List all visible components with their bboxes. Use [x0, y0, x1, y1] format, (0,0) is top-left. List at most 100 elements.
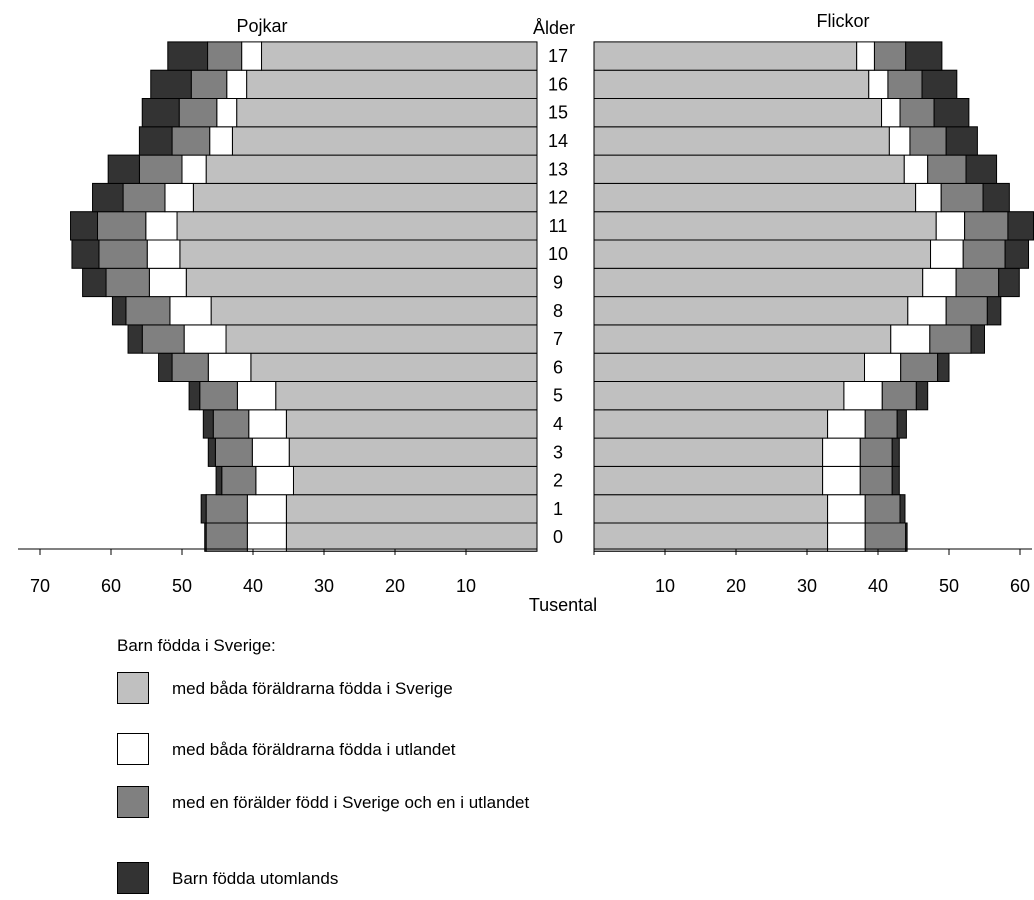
- bar-girls-age-6-both-parents-abroad: [864, 352, 902, 383]
- bar-girls-age-4-one-parent-abroad: [864, 409, 898, 439]
- bar-boys-age-12-one-parent-abroad: [122, 182, 166, 213]
- left-tick-label-70: 70: [30, 576, 50, 596]
- bar-girls-age-13-born-abroad: [965, 154, 998, 184]
- bar-girls-age-15-one-parent-abroad: [899, 98, 935, 128]
- bar-girls-age-11-born-sweden-both-parents-sweden: [593, 211, 937, 241]
- bar-boys-age-13-born-sweden-both-parents-sweden: [205, 154, 538, 184]
- bar-boys-age-2-born-sweden-both-parents-sweden: [292, 465, 538, 496]
- right-tick-label-30: 30: [797, 576, 817, 596]
- bar-girls-age-15-both-parents-abroad: [881, 98, 901, 128]
- bar-girls-age-9-both-parents-abroad: [922, 267, 957, 298]
- bar-boys-age-9-both-parents-abroad: [148, 267, 187, 298]
- bar-boys-age-14-both-parents-abroad: [209, 126, 233, 156]
- bar-boys-age-1-both-parents-abroad: [246, 494, 287, 524]
- age-label-17: 17: [548, 46, 568, 66]
- right-tick-label-20: 20: [726, 576, 746, 596]
- bar-girls-age-17-both-parents-abroad: [856, 41, 875, 71]
- bar-girls-age-7-both-parents-abroad: [890, 324, 931, 354]
- bar-boys-age-6-born-abroad: [158, 352, 173, 383]
- bar-boys-age-3-one-parent-abroad: [214, 437, 253, 467]
- left-tick-label-20: 20: [385, 576, 405, 596]
- bar-girls-age-12-born-sweden-both-parents-sweden: [593, 182, 917, 213]
- bar-boys-age-4-born-sweden-both-parents-sweden: [285, 409, 538, 439]
- age-label-16: 16: [548, 74, 568, 94]
- bar-boys-age-5-born-abroad: [188, 381, 201, 411]
- bar-boys-age-13-one-parent-abroad: [138, 154, 183, 184]
- age-axis-title: Ålder: [533, 18, 575, 38]
- age-label-3: 3: [553, 442, 563, 462]
- bar-boys-age-14-born-sweden-both-parents-sweden: [231, 126, 538, 156]
- bar-boys-age-0-born-abroad: [204, 522, 207, 552]
- bar-girls-age-4-both-parents-abroad: [827, 409, 866, 439]
- bar-boys-age-10-both-parents-abroad: [146, 239, 181, 269]
- x-axis-title: Tusental: [529, 595, 597, 615]
- bar-girls-age-8-born-sweden-both-parents-sweden: [593, 296, 909, 326]
- bar-girls-age-12-one-parent-abroad: [940, 182, 984, 213]
- bar-girls-age-2-one-parent-abroad: [859, 465, 893, 496]
- right-tick-label-40: 40: [868, 576, 888, 596]
- bar-boys-age-3-both-parents-abroad: [251, 437, 290, 467]
- bar-boys-age-2-born-abroad: [215, 465, 223, 496]
- bar-boys-age-13-born-abroad: [107, 154, 140, 184]
- bar-girls-age-15-born-abroad: [933, 98, 970, 128]
- age-label-4: 4: [553, 414, 563, 434]
- boys-bars: [70, 41, 538, 552]
- legend-item-one-parent-abroad: med en förälder född i Sverige och en i …: [117, 786, 817, 820]
- bar-girls-age-3-both-parents-abroad: [822, 437, 861, 467]
- bar-boys-age-1-born-sweden-both-parents-sweden: [285, 494, 538, 524]
- bar-girls-age-6-born-sweden-both-parents-sweden: [593, 352, 866, 383]
- age-label-10: 10: [548, 244, 568, 264]
- bar-girls-age-3-one-parent-abroad: [859, 437, 893, 467]
- bar-girls-age-5-born-sweden-both-parents-sweden: [593, 381, 845, 411]
- age-label-2: 2: [553, 471, 563, 491]
- bar-girls-age-16-one-parent-abroad: [887, 69, 923, 99]
- bar-girls-age-3-born-sweden-both-parents-sweden: [593, 437, 824, 467]
- bar-girls-age-11-both-parents-abroad: [935, 211, 966, 241]
- legend-swatch-white: [117, 733, 149, 765]
- bar-girls-age-8-one-parent-abroad: [945, 296, 988, 326]
- bar-girls-age-6-one-parent-abroad: [900, 352, 939, 383]
- age-label-9: 9: [553, 272, 563, 292]
- legend-label: med en förälder född i Sverige och en i …: [172, 793, 530, 812]
- bar-boys-age-11-born-sweden-both-parents-sweden: [176, 211, 538, 241]
- bar-boys-age-12-born-sweden-both-parents-sweden: [192, 182, 538, 213]
- bar-boys-age-9-born-sweden-both-parents-sweden: [185, 267, 538, 298]
- bar-girls-age-0-one-parent-abroad: [864, 522, 907, 552]
- bar-girls-age-10-one-parent-abroad: [962, 239, 1006, 269]
- bar-boys-age-16-one-parent-abroad: [190, 69, 228, 99]
- bar-girls-age-2-born-sweden-both-parents-sweden: [593, 465, 824, 496]
- bar-girls-age-5-both-parents-abroad: [843, 381, 883, 411]
- bar-boys-age-7-born-sweden-both-parents-sweden: [225, 324, 538, 354]
- legend-swatch-light-gray: [117, 672, 149, 704]
- bar-boys-age-13-both-parents-abroad: [181, 154, 207, 184]
- bar-girls-age-2-both-parents-abroad: [822, 465, 861, 496]
- bar-girls-age-1-born-sweden-both-parents-sweden: [593, 494, 829, 524]
- bar-girls-age-12-born-abroad: [982, 182, 1010, 213]
- bar-girls-age-14-born-sweden-both-parents-sweden: [593, 126, 890, 156]
- bar-girls-age-16-born-abroad: [921, 69, 958, 99]
- bar-boys-age-12-both-parents-abroad: [164, 182, 194, 213]
- bar-boys-age-6-one-parent-abroad: [171, 352, 209, 383]
- legend-swatch-mid-gray: [117, 786, 149, 818]
- age-label-1: 1: [553, 499, 563, 519]
- bar-boys-age-9-one-parent-abroad: [105, 267, 150, 298]
- bar-boys-age-0-born-sweden-both-parents-sweden: [285, 522, 538, 552]
- bar-girls-age-1-both-parents-abroad: [827, 494, 866, 524]
- bar-girls-age-5-born-abroad: [915, 381, 929, 411]
- bar-girls-age-3-born-abroad: [891, 437, 900, 467]
- bar-boys-age-4-born-abroad: [202, 409, 214, 439]
- right-panel-title: Flickor: [817, 11, 870, 31]
- bar-girls-age-8-both-parents-abroad: [907, 296, 947, 326]
- bar-girls-age-10-born-abroad: [1004, 239, 1030, 269]
- bar-boys-age-10-born-sweden-both-parents-sweden: [179, 239, 538, 269]
- bar-girls-age-1-one-parent-abroad: [864, 494, 901, 524]
- left-tick-label-30: 30: [314, 576, 334, 596]
- bar-girls-age-2-born-abroad: [891, 465, 900, 496]
- legend-heading: Barn födda i Sverige:: [117, 636, 276, 655]
- x-axes: 70 60 50 40 30 20 10 10 20 30 40 50 60: [18, 548, 1032, 596]
- bar-girls-age-0-born-abroad: [905, 522, 908, 552]
- bar-girls-age-7-one-parent-abroad: [929, 324, 972, 354]
- bar-boys-age-3-born-abroad: [207, 437, 216, 467]
- bar-boys-age-17-both-parents-abroad: [241, 41, 263, 71]
- bar-boys-age-8-one-parent-abroad: [125, 296, 171, 326]
